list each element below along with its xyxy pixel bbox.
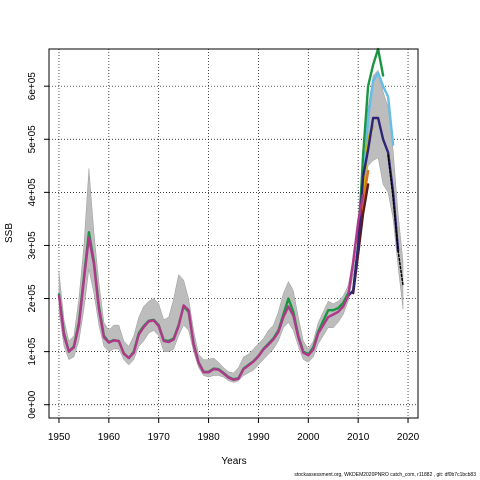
y-axis: 0e+00 1e+05 2e+05 3e+05 4e+05 5e+05 6e+05	[27, 72, 50, 419]
x-axis-title: Years	[221, 456, 246, 467]
y-tick-label: 0e+00	[27, 390, 38, 419]
x-tick-label: 2020	[397, 432, 420, 443]
y-tick-label: 3e+05	[27, 231, 38, 260]
y-tick-label: 4e+05	[27, 178, 38, 207]
x-tick-label: 2010	[347, 432, 370, 443]
series-line-6	[387, 154, 404, 287]
y-tick-label: 5e+05	[27, 125, 38, 154]
x-tick-label: 1960	[98, 432, 121, 443]
x-tick-label: 2000	[297, 432, 320, 443]
confidence-band	[58, 69, 404, 383]
x-tick-label: 1970	[148, 432, 171, 443]
x-tick-label: 1990	[247, 432, 270, 443]
x-tick-label: 1950	[48, 432, 71, 443]
series-line-5	[347, 116, 400, 298]
y-tick-label: 6e+05	[27, 72, 38, 101]
footer-credit: stockassessment.org, WKDEM2020PNRO catch…	[294, 472, 476, 478]
ssb-confidence-band	[58, 69, 404, 383]
x-tick-label: 1980	[197, 432, 220, 443]
y-axis-title: SSB	[4, 223, 15, 243]
x-axis: 1950 1960 1970 1980 1990 2000 2010 2020	[48, 417, 420, 443]
plot-frame	[48, 48, 419, 419]
series-line-8	[57, 193, 365, 381]
y-tick-label: 1e+05	[27, 337, 38, 366]
grid-lines	[49, 49, 418, 418]
y-tick-label: 2e+05	[27, 284, 38, 313]
